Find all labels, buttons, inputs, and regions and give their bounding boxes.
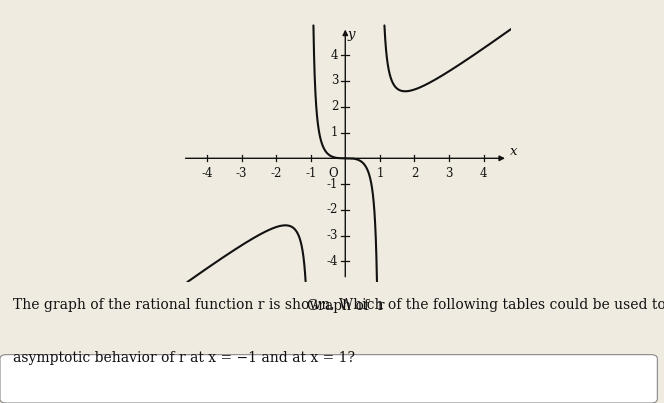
Text: O: O [329, 166, 339, 180]
Text: -2: -2 [270, 166, 282, 180]
Text: 3: 3 [446, 166, 453, 180]
Text: 4: 4 [331, 49, 339, 62]
Text: 1: 1 [331, 126, 339, 139]
Text: 2: 2 [411, 166, 418, 180]
Text: -3: -3 [327, 229, 339, 242]
Text: -2: -2 [327, 204, 339, 216]
Text: Graph of  r: Graph of r [307, 299, 384, 313]
Text: 1: 1 [376, 166, 384, 180]
Text: -4: -4 [327, 255, 339, 268]
Text: x: x [509, 145, 517, 158]
Text: 4: 4 [480, 166, 487, 180]
Text: 3: 3 [331, 75, 339, 87]
Text: The graph of the rational function r is shown. Which of the following tables cou: The graph of the rational function r is … [13, 298, 664, 312]
Text: 2: 2 [331, 100, 339, 113]
Text: asymptotic behavior of r at x = −1 and at x = 1?: asymptotic behavior of r at x = −1 and a… [13, 351, 355, 365]
Text: -1: -1 [305, 166, 316, 180]
Text: -1: -1 [327, 178, 339, 191]
Text: -4: -4 [201, 166, 212, 180]
Text: -3: -3 [236, 166, 247, 180]
Text: y: y [348, 28, 355, 41]
